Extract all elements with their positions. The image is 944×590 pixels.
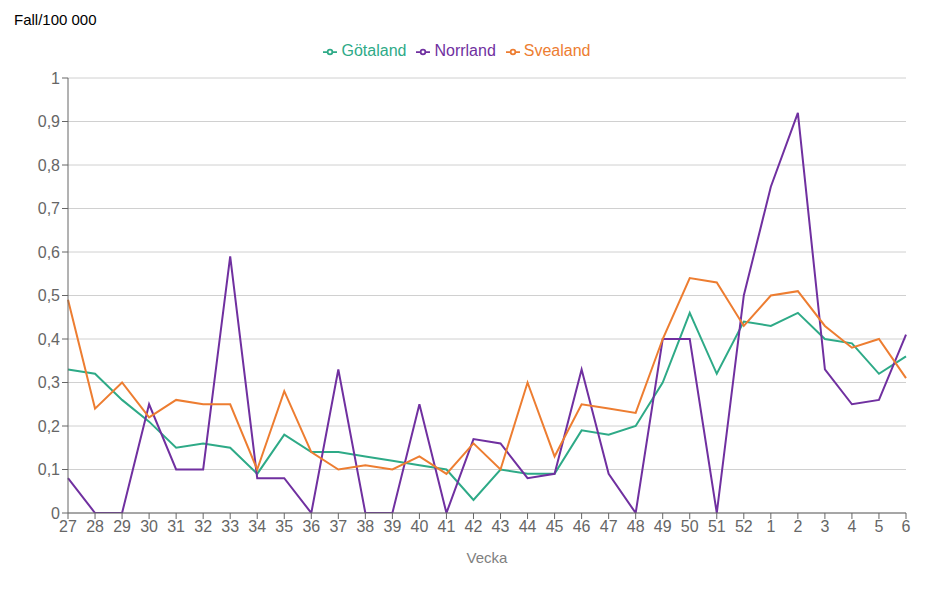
svg-text:43: 43 [492,518,510,535]
svg-text:1: 1 [51,70,60,87]
svg-text:52: 52 [735,518,753,535]
svg-text:4: 4 [847,518,856,535]
svg-text:36: 36 [302,518,320,535]
svg-text:31: 31 [167,518,185,535]
html-text:Norrland: Norrland [434,42,496,59]
svg-text:0,7: 0,7 [38,200,60,217]
svg-text:0,8: 0,8 [38,157,60,174]
svg-text:45: 45 [546,518,564,535]
svg-text:47: 47 [600,518,618,535]
svg-text:38: 38 [356,518,374,535]
svg-text:41: 41 [438,518,456,535]
svg-text:0,3: 0,3 [38,374,60,391]
svg-text:46: 46 [573,518,591,535]
svg-text:Vecka: Vecka [467,549,509,566]
svg-text:35: 35 [275,518,293,535]
svg-text:50: 50 [681,518,699,535]
svg-text:0,9: 0,9 [38,113,60,130]
svg-text:0,4: 0,4 [38,331,60,348]
svg-text:5: 5 [875,518,884,535]
svg-text:0: 0 [51,505,60,522]
svg-text:0,6: 0,6 [38,244,60,261]
svg-text:6: 6 [902,518,911,535]
svg-text:37: 37 [329,518,347,535]
html-text:Fall/100 000: Fall/100 000 [14,11,97,28]
svg-text:27: 27 [59,518,77,535]
html-text:Götaland: Götaland [341,42,407,59]
svg-text:34: 34 [248,518,266,535]
html-text:Svealand: Svealand [523,42,591,59]
svg-text:0,5: 0,5 [38,287,60,304]
svg-text:40: 40 [411,518,429,535]
svg-text:2: 2 [793,518,802,535]
svg-text:42: 42 [465,518,483,535]
svg-text:1: 1 [766,518,775,535]
svg-text:39: 39 [383,518,401,535]
svg-text:44: 44 [519,518,537,535]
svg-text:29: 29 [113,518,131,535]
svg-text:48: 48 [627,518,645,535]
svg-text:49: 49 [654,518,672,535]
svg-text:0,1: 0,1 [38,461,60,478]
svg-text:30: 30 [140,518,158,535]
svg-text:28: 28 [86,518,104,535]
svg-text:33: 33 [221,518,239,535]
svg-text:32: 32 [194,518,212,535]
svg-text:0,2: 0,2 [38,418,60,435]
svg-text:51: 51 [708,518,726,535]
svg-text:3: 3 [820,518,829,535]
